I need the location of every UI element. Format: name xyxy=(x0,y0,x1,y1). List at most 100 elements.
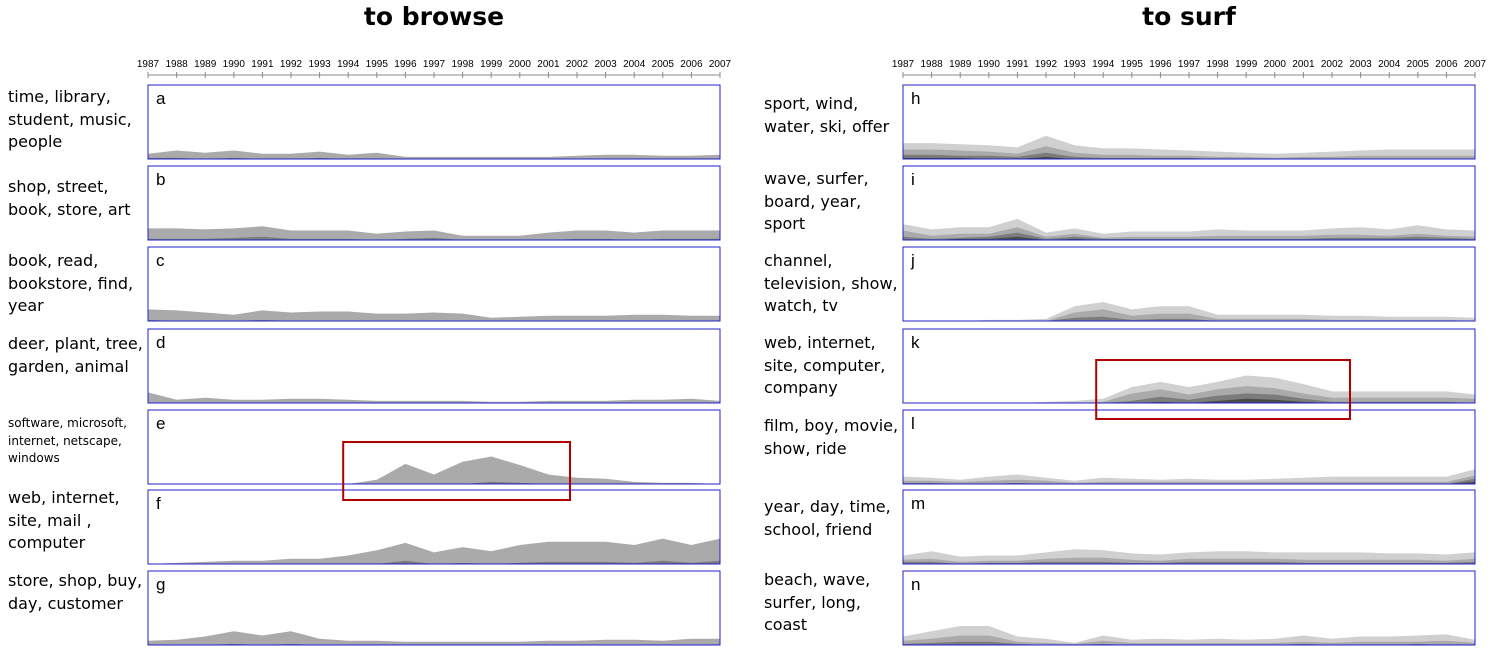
stream-layer xyxy=(148,392,720,403)
stream-layer xyxy=(903,393,1475,403)
topic-row-d: d xyxy=(147,328,721,404)
panel-title-surf: to surf xyxy=(1142,2,1236,31)
row-frame xyxy=(147,328,721,404)
topic-label-m: year, day, time, school, friend xyxy=(764,497,891,539)
topic-row-l: l xyxy=(902,409,1476,485)
year-tick-label: 1989 xyxy=(194,59,217,70)
year-tick-label: 1996 xyxy=(1149,59,1172,70)
year-tick-label: 2001 xyxy=(1292,59,1315,70)
row-frame xyxy=(147,246,721,322)
stream-layer xyxy=(903,469,1475,484)
year-tick-label: 2004 xyxy=(623,59,646,70)
year-tick-label: 2006 xyxy=(1435,59,1458,70)
row-frame xyxy=(902,165,1476,241)
year-tick-label: 1991 xyxy=(1006,59,1029,70)
stream-layer xyxy=(903,475,1475,484)
row-frame xyxy=(147,570,721,646)
stream-layer xyxy=(148,150,720,159)
row-letter: i xyxy=(911,170,915,189)
row-letter: b xyxy=(156,170,165,189)
row-letter: j xyxy=(910,251,915,270)
row-letter: n xyxy=(911,575,920,594)
row-frame xyxy=(902,246,1476,322)
topic-label-g: store, shop, buy, day, customer xyxy=(8,571,143,613)
topic-row-f: f xyxy=(147,489,721,565)
year-tick-label: 1995 xyxy=(366,59,389,70)
stream-layer xyxy=(903,316,1475,321)
topic-row-e: e xyxy=(147,409,721,485)
stream-layer xyxy=(148,232,720,240)
topic-row-n: n xyxy=(902,570,1476,646)
stream-layer xyxy=(148,315,720,321)
year-tick-label: 1996 xyxy=(394,59,417,70)
year-tick-label: 1992 xyxy=(280,59,303,70)
row-letter: a xyxy=(156,89,166,108)
year-tick-label: 1990 xyxy=(978,59,1001,70)
stream-layer xyxy=(903,156,1475,159)
year-tick-label: 1987 xyxy=(137,59,160,70)
topic-row-j: j xyxy=(902,246,1476,322)
year-tick-label: 2006 xyxy=(680,59,703,70)
year-tick-label: 1999 xyxy=(480,59,503,70)
stream-layer xyxy=(148,552,720,564)
stream-layer xyxy=(903,386,1475,403)
topic-row-k: k xyxy=(902,328,1476,404)
row-letter: h xyxy=(911,89,920,108)
year-tick-label: 1993 xyxy=(1063,59,1086,70)
year-tick-label: 1995 xyxy=(1121,59,1144,70)
year-tick-label: 2003 xyxy=(594,59,617,70)
stream-layer xyxy=(148,319,720,321)
row-letter: k xyxy=(911,333,920,352)
stream-layer xyxy=(903,561,1475,564)
year-tick-label: 2002 xyxy=(1321,59,1344,70)
stream-layer xyxy=(148,154,720,159)
year-tick-label: 1998 xyxy=(451,59,474,70)
topic-row-a: a xyxy=(147,84,721,160)
row-frame xyxy=(147,409,721,485)
topic-row-i: i xyxy=(902,165,1476,241)
year-tick-label: 1997 xyxy=(423,59,446,70)
year-tick-label: 1988 xyxy=(920,59,943,70)
year-tick-label: 2007 xyxy=(1464,59,1487,70)
stream-layer xyxy=(903,302,1475,321)
row-frame xyxy=(147,489,721,565)
row-letter: m xyxy=(911,494,925,513)
year-tick-label: 1989 xyxy=(949,59,972,70)
topic-row-h: h xyxy=(902,84,1476,160)
topic-row-m: m xyxy=(902,489,1476,565)
topic-label-h: sport, wind, water, ski, offer xyxy=(764,94,890,136)
stream-layer xyxy=(148,236,720,240)
stream-layer xyxy=(903,227,1475,240)
topic-label-n: beach, wave, surfer, long, coast xyxy=(764,570,871,634)
year-tick-label: 2000 xyxy=(1264,59,1287,70)
year-tick-label: 2004 xyxy=(1378,59,1401,70)
year-tick-label: 2007 xyxy=(709,59,732,70)
year-tick-label: 2001 xyxy=(537,59,560,70)
year-tick-label: 1997 xyxy=(1178,59,1201,70)
row-frame xyxy=(902,570,1476,646)
year-tick-label: 2000 xyxy=(509,59,532,70)
topic-label-d: deer, plant, tree, garden, animal xyxy=(8,334,143,376)
row-frame xyxy=(902,409,1476,485)
row-letter: f xyxy=(156,494,161,513)
topic-label-l: film, boy, movie, show, ride xyxy=(764,416,899,458)
topic-row-c: c xyxy=(147,246,721,322)
stream-layer xyxy=(148,638,720,645)
stream-layer xyxy=(903,375,1475,403)
year-tick-label: 1990 xyxy=(223,59,246,70)
year-tick-label: 1994 xyxy=(337,59,360,70)
row-letter: c xyxy=(156,251,165,270)
row-frame xyxy=(902,84,1476,160)
stream-layer xyxy=(903,309,1475,321)
panel-title-browse: to browse xyxy=(363,2,505,31)
row-frame xyxy=(902,489,1476,565)
row-letter: e xyxy=(156,414,165,433)
stream-layer xyxy=(148,456,720,484)
topic-label-f: web, internet, site, mail , computer xyxy=(8,488,120,552)
highlight-box-e xyxy=(342,441,572,501)
year-tick-label: 1991 xyxy=(251,59,274,70)
year-tick-label: 1999 xyxy=(1235,59,1258,70)
topic-label-b: shop, street, book, store, art xyxy=(8,177,131,219)
year-tick-label: 2003 xyxy=(1349,59,1372,70)
